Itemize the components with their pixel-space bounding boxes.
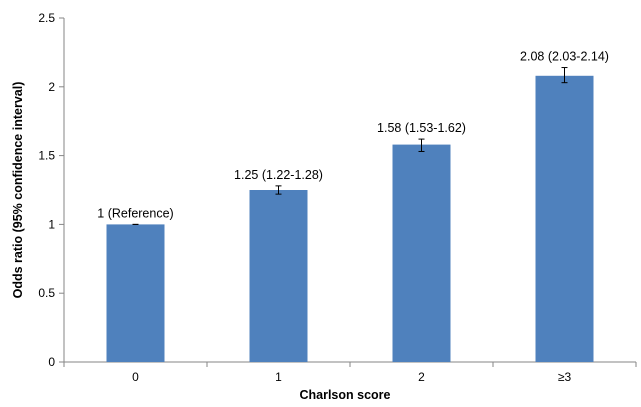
x-axis-ticks: 0 1 2 ≥3 [63,362,637,384]
bars [106,75,594,363]
data-labels: 1 (Reference) 1.25 (1.22-1.28) 1.58 (1.53-… [97,50,609,221]
y-axis-ticks: 0 0.5 1 1.5 2 2.5 [38,11,64,369]
x-tick-label: 1 [275,370,282,384]
x-tick-label: 0 [132,370,139,384]
error-bar [418,138,425,152]
bar [249,190,308,362]
bar [106,224,165,362]
data-label: 1.25 (1.22-1.28) [234,168,323,182]
y-tick-label: 0.5 [38,286,55,300]
data-label: 1 (Reference) [97,206,173,220]
y-tick-label: 1 [48,217,55,231]
bar [535,75,594,363]
y-tick-label: 0 [48,355,55,369]
error-bar [275,185,282,195]
y-tick-label: 2 [48,80,55,94]
error-bar [561,67,568,84]
y-tick-label: 2.5 [38,11,55,25]
data-label: 1.58 (1.53-1.62) [377,121,466,135]
x-tick-label: ≥3 [558,370,572,384]
y-tick-label: 1.5 [38,149,55,163]
bar [392,144,451,362]
data-label: 2.08 (2.03-2.14) [520,50,609,64]
y-axis-title: Odds ratio (95% confidence interval) [11,82,25,299]
x-tick-label: 2 [418,370,425,384]
x-axis-title: Charlson score [299,388,390,402]
error-bars [132,67,568,225]
